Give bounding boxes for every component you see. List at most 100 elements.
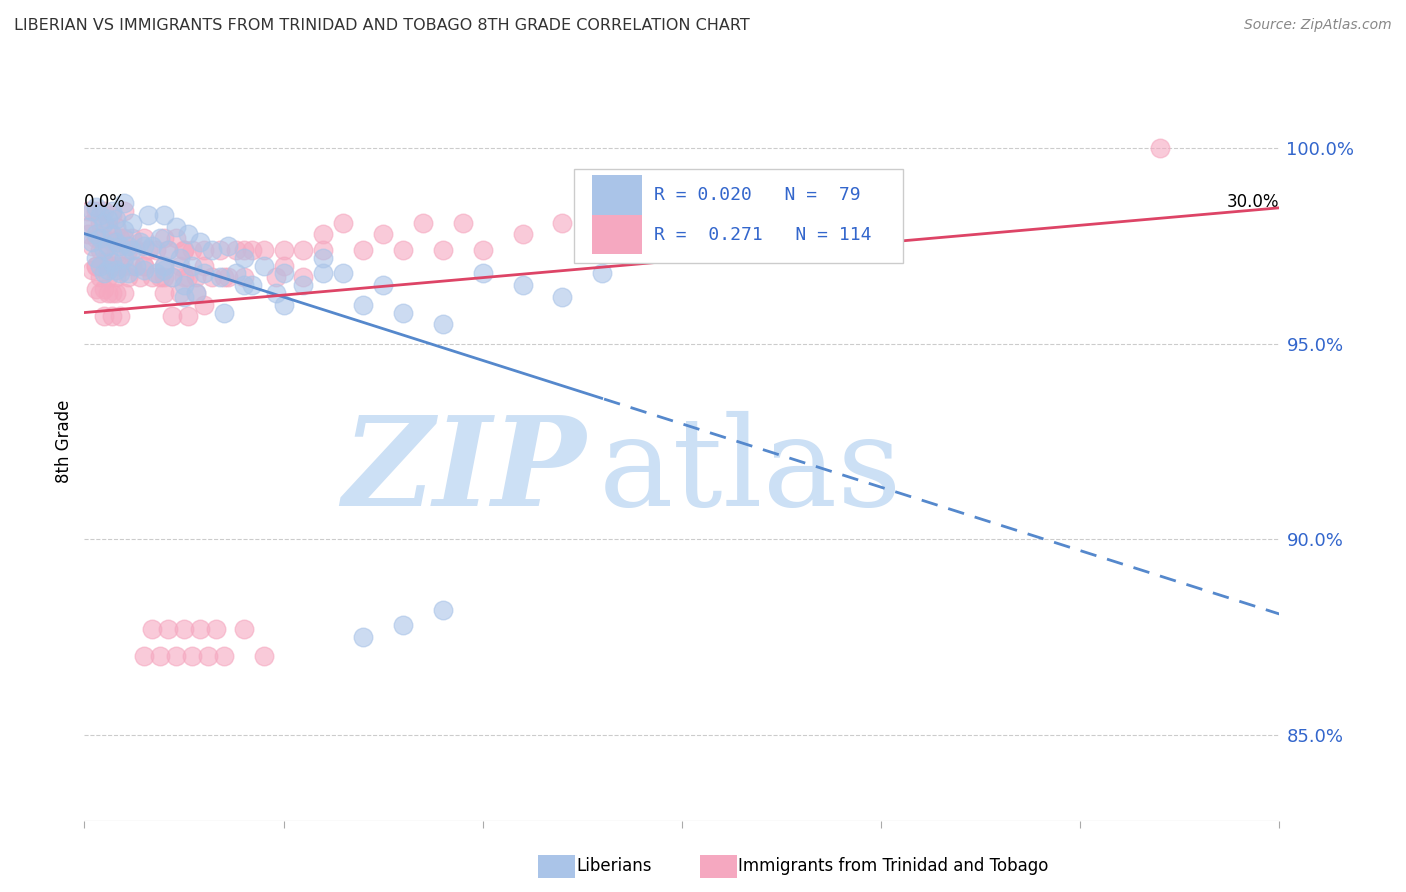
Point <box>177 310 200 324</box>
Point <box>273 267 295 281</box>
Point <box>93 267 115 281</box>
Point <box>93 282 115 296</box>
Point <box>101 286 124 301</box>
Point <box>86 203 108 218</box>
Point <box>77 227 100 242</box>
Point <box>173 622 195 636</box>
Point <box>165 219 187 234</box>
Point <box>121 259 143 273</box>
Text: Liberians: Liberians <box>576 857 652 875</box>
Point <box>101 203 124 218</box>
Point <box>82 235 104 250</box>
Point <box>112 231 135 245</box>
Point <box>132 259 156 273</box>
Point <box>312 243 335 257</box>
Point <box>232 243 254 257</box>
Point <box>97 270 120 285</box>
Point <box>292 278 315 293</box>
Point <box>89 216 111 230</box>
Point <box>117 239 139 253</box>
Point <box>165 649 187 664</box>
Point <box>112 196 135 211</box>
Point <box>451 216 474 230</box>
Point <box>121 216 143 230</box>
Point <box>232 278 254 293</box>
Point <box>157 243 180 257</box>
Point <box>132 649 156 664</box>
Point <box>193 259 215 273</box>
Point <box>132 231 156 245</box>
Point <box>432 243 454 257</box>
Point <box>82 216 104 230</box>
Point <box>160 270 183 285</box>
Point <box>184 286 207 301</box>
Point <box>193 298 215 312</box>
Point <box>208 243 231 257</box>
Point <box>193 267 215 281</box>
Point <box>160 270 183 285</box>
Point <box>101 227 124 242</box>
Point <box>273 298 295 312</box>
Point <box>112 251 135 265</box>
Point <box>110 267 132 281</box>
Point <box>212 270 235 285</box>
Point <box>101 208 124 222</box>
Text: atlas: atlas <box>599 411 901 533</box>
Point <box>110 239 132 253</box>
Point <box>77 203 100 218</box>
Point <box>101 310 124 324</box>
Point <box>93 254 115 268</box>
Point <box>97 211 120 226</box>
Point <box>121 243 143 257</box>
Point <box>169 251 191 265</box>
Point <box>153 208 176 222</box>
Point <box>591 267 613 281</box>
Point <box>93 231 115 245</box>
Text: LIBERIAN VS IMMIGRANTS FROM TRINIDAD AND TOBAGO 8TH GRADE CORRELATION CHART: LIBERIAN VS IMMIGRANTS FROM TRINIDAD AND… <box>14 18 749 33</box>
Point <box>86 200 108 214</box>
Text: 30.0%: 30.0% <box>1227 193 1279 211</box>
Point <box>82 203 104 218</box>
Point <box>101 254 124 268</box>
Point <box>412 216 434 230</box>
Point <box>471 243 494 257</box>
Point <box>129 235 152 250</box>
Point <box>97 262 120 277</box>
Point <box>110 231 132 245</box>
Point <box>184 286 207 301</box>
Point <box>292 243 315 257</box>
Point <box>1149 141 1171 155</box>
Point <box>232 270 254 285</box>
Point <box>352 298 374 312</box>
Point <box>125 259 148 273</box>
Point <box>105 262 128 277</box>
Point <box>105 286 128 301</box>
Point <box>551 216 574 230</box>
Point <box>273 243 295 257</box>
FancyBboxPatch shape <box>592 215 643 254</box>
Text: Source: ZipAtlas.com: Source: ZipAtlas.com <box>1244 18 1392 32</box>
Point <box>86 227 108 242</box>
Point <box>264 270 287 285</box>
Point <box>232 251 254 265</box>
Point <box>77 219 100 234</box>
Point <box>153 270 176 285</box>
FancyBboxPatch shape <box>575 169 903 263</box>
Point <box>105 219 128 234</box>
Point <box>101 235 124 250</box>
Text: R =  0.271   N = 114: R = 0.271 N = 114 <box>654 226 872 244</box>
Point <box>232 622 254 636</box>
Point <box>149 649 172 664</box>
Point <box>153 259 176 273</box>
Point <box>112 203 135 218</box>
Point <box>188 622 211 636</box>
Point <box>86 259 108 273</box>
Point <box>551 290 574 304</box>
Text: R = 0.020   N =  79: R = 0.020 N = 79 <box>654 186 860 204</box>
Point <box>201 243 224 257</box>
Point <box>117 270 139 285</box>
Point <box>86 282 108 296</box>
Point <box>153 231 176 245</box>
Point <box>117 267 139 281</box>
Point <box>273 259 295 273</box>
